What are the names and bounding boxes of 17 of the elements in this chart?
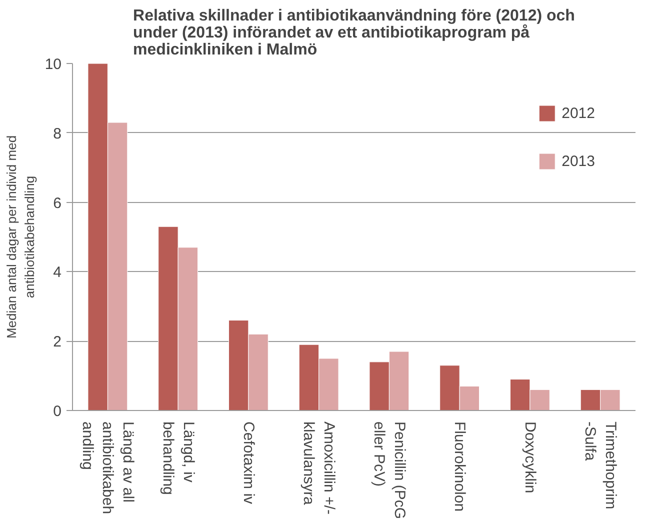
y-tick-label: 2 bbox=[53, 334, 62, 351]
x-tick-label: Fluorokinolon bbox=[451, 422, 468, 512]
x-tick-label: Cefotaxim iv bbox=[240, 422, 257, 505]
x-tick-label: Doxycyklin bbox=[521, 422, 538, 494]
x-tick-label: Amoxicillin +/- klavulansyra bbox=[300, 422, 338, 514]
y-tick-label: 10 bbox=[44, 56, 62, 73]
y-tick-label: 6 bbox=[53, 194, 62, 212]
x-tick-label: Längd av all antibiotikabeh andling bbox=[78, 422, 137, 514]
y-axis-title: Median antal dagar per individ med antibiotikabehandling bbox=[4, 135, 37, 339]
y-tick-label: 0 bbox=[53, 403, 62, 420]
y-tick-label: 4 bbox=[53, 264, 62, 282]
y-tick-label: 8 bbox=[53, 125, 62, 142]
x-tick-label: Penicillin (PcG eller PcV) bbox=[370, 422, 408, 520]
x-tick-label: Trimethoprim -Sulfa bbox=[582, 422, 620, 510]
chart-title: Relativa skillnader i antibiotikaanvändning före (2012) och under (2013) införandet av ett antibiotikaprogram på medicinkliniken i Malmö bbox=[133, 8, 575, 58]
legend-label: 2012 bbox=[562, 104, 595, 122]
legend-label: 2013 bbox=[562, 152, 595, 170]
